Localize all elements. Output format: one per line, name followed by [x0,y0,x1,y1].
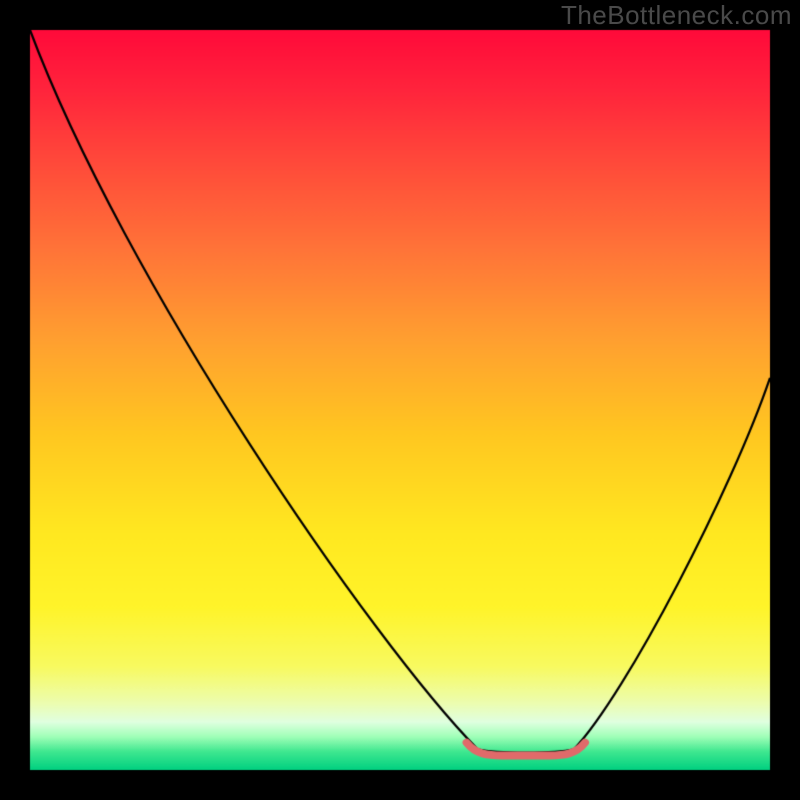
bottleneck-chart-canvas [0,0,800,800]
chart-container: TheBottleneck.com [0,0,800,800]
